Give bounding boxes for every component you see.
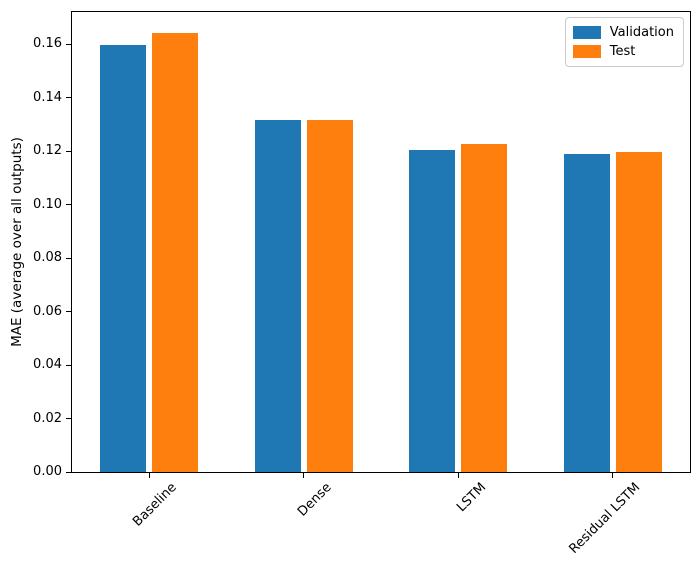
legend-item-validation: Validation: [572, 23, 674, 42]
y-tick-label: 0.14: [33, 89, 62, 105]
y-tick-label: 0.06: [33, 303, 62, 319]
y-tick-label: 0.12: [33, 143, 62, 159]
y-tick-label: 0.08: [33, 250, 62, 266]
bar-test-dense: [306, 120, 353, 472]
y-tick-mark: [66, 364, 72, 366]
bar-validation-lstm: [409, 149, 456, 472]
x-tick-label-residual-lstm: Residual LSTM: [566, 480, 644, 557]
y-tick-label: 0.04: [33, 357, 62, 373]
legend-swatch-icon: [572, 45, 601, 58]
y-tick-mark: [66, 311, 72, 313]
bar-validation-dense: [254, 120, 301, 472]
x-tick-mark: [303, 472, 305, 478]
y-tick-mark: [66, 150, 72, 152]
y-tick-label: 0.02: [33, 410, 62, 426]
x-tick-mark: [612, 472, 614, 478]
x-tick-mark: [148, 472, 150, 478]
y-tick-label: 0.00: [33, 464, 62, 479]
x-tick-mark: [457, 472, 459, 478]
y-tick-label: 0.10: [33, 196, 62, 212]
y-tick-mark: [66, 257, 72, 259]
legend-swatch-icon: [572, 26, 601, 39]
y-axis-label: MAE (average over all outputs): [9, 137, 25, 347]
bar-test-lstm: [461, 144, 508, 472]
bar-test-residual-lstm: [615, 152, 662, 472]
legend-item-test: Test: [572, 42, 674, 61]
x-tick-label-lstm: LSTM: [453, 480, 489, 516]
x-tick-label-dense: Dense: [294, 480, 335, 520]
bar-validation-baseline: [100, 45, 147, 472]
y-tick-mark: [66, 418, 72, 420]
bar-validation-residual-lstm: [563, 153, 610, 472]
legend: Validation Test: [564, 17, 684, 67]
y-tick-mark: [66, 97, 72, 99]
bar-test-baseline: [152, 33, 199, 472]
y-tick-label: 0.16: [33, 36, 62, 52]
legend-label: Validation: [609, 25, 674, 40]
y-tick-mark: [66, 204, 72, 206]
x-tick-label-baseline: Baseline: [130, 480, 180, 530]
y-tick-mark: [66, 43, 72, 45]
y-tick-mark: [66, 471, 72, 473]
legend-label: Test: [609, 44, 636, 59]
